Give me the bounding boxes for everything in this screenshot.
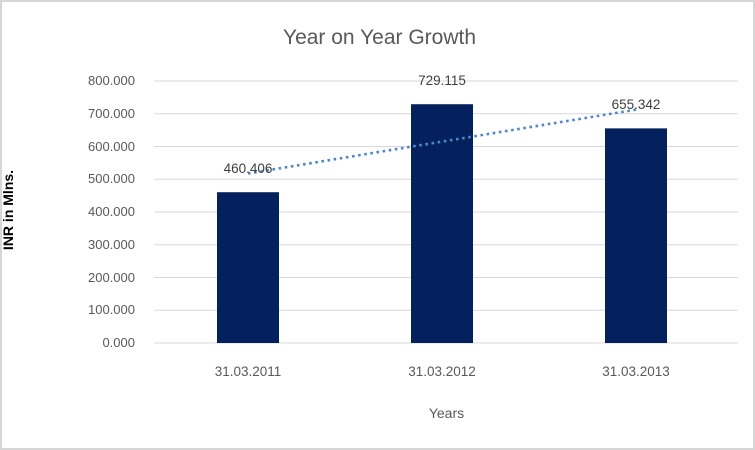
y-tick-label: 0.000	[102, 335, 135, 350]
y-tick-label: 600.000	[88, 138, 135, 154]
chart-title: Year on Year Growth	[282, 26, 477, 49]
bar	[411, 104, 473, 343]
data-label: 655.342	[611, 97, 661, 113]
bar	[217, 192, 279, 343]
bar	[605, 128, 667, 343]
y-tick-label: 200.000	[88, 269, 135, 285]
x-tick-label: 31.03.2013	[602, 364, 670, 379]
x-axis-title: Years	[428, 405, 465, 421]
y-tick-label: 800.000	[88, 73, 135, 88]
y-tick-label: 700.000	[88, 105, 135, 121]
data-label: 729.115	[418, 73, 466, 89]
x-tick-label: 31.03.2012	[408, 364, 476, 379]
x-tick-label: 31.03.2011	[214, 364, 282, 379]
y-tick-label: 400.000	[88, 204, 135, 219]
y-tick-label: 500.000	[88, 171, 135, 187]
y-tick-label: 100.000	[88, 302, 135, 318]
y-tick-label: 300.000	[88, 236, 135, 252]
data-label: 460.406	[223, 161, 273, 177]
